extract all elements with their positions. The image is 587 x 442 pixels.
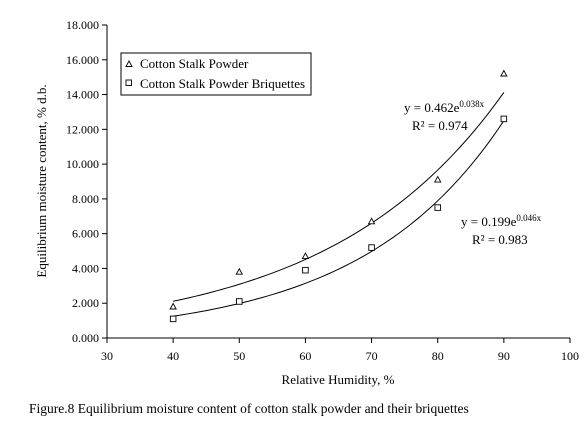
data-point-series-2	[302, 266, 309, 274]
equation-series-2-exponent: 0.046x	[516, 213, 541, 223]
svg-text:y = 0.199e0.046x: y = 0.199e0.046x	[461, 213, 542, 229]
x-tick-label: 40	[167, 349, 179, 363]
equation-series-1: y = 0.462e0.038x R² = 0.974	[404, 99, 485, 133]
y-tick-label: 6.000	[72, 227, 99, 241]
legend-label-series-2: Cotton Stalk Powder Briquettes	[140, 76, 305, 91]
data-point-series-1	[433, 175, 442, 183]
data-point-series-1	[169, 302, 177, 310]
y-tick-label: 4.000	[72, 261, 99, 275]
legend-box	[120, 52, 312, 96]
x-tick-label: 30	[101, 349, 113, 363]
legend: Cotton Stalk Powder Cotton Stalk Powder …	[120, 52, 312, 96]
svg-text:y = 0.462e0.038x: y = 0.462e0.038x	[404, 99, 485, 115]
legend-triangle-marker	[125, 60, 133, 67]
equation-series-2-text: y = 0.199e	[461, 214, 517, 229]
data-point-series-1	[301, 252, 310, 260]
x-tick-label: 50	[233, 349, 245, 363]
x-tick-label: 100	[561, 349, 579, 363]
data-point-series-1	[235, 267, 244, 275]
figure-caption: Figure.8 Equilibrium moisture content of…	[29, 401, 469, 416]
x-axis-ticks: 30 40 50 60 70 80 90 100	[101, 338, 579, 363]
r2-series-1: R² = 0.974	[412, 118, 468, 133]
x-tick-label: 90	[498, 349, 510, 363]
chart: 0.000 2.000 4.000 6.000 8.000 10.000 12.000 14.…	[34, 18, 579, 387]
equation-series-1-exponent: 0.038x	[459, 99, 484, 109]
y-axis-ticks: 0.000 2.000 4.000 6.000 8.000 10.000 12.000 14.…	[66, 18, 107, 345]
y-tick-label: 18.000	[66, 18, 99, 32]
y-tick-label: 10.000	[66, 157, 99, 171]
equation-series-2: y = 0.199e0.046x R² = 0.983	[461, 213, 542, 247]
y-tick-label: 2.000	[72, 296, 99, 310]
trendline-series-2	[173, 120, 505, 317]
data-point-series-1	[500, 69, 508, 77]
x-tick-label: 60	[299, 349, 311, 363]
data-point-series-2	[236, 298, 243, 305]
y-tick-label: 0.000	[72, 331, 99, 345]
legend-square-marker	[125, 79, 132, 86]
y-axis-title: Equilibrium moisture content, % d.b.	[34, 84, 49, 277]
equation-series-1-text: y = 0.462e	[404, 100, 460, 115]
data-point-series-2	[169, 315, 177, 323]
data-point-series-2	[500, 115, 508, 123]
y-tick-label: 12.000	[66, 122, 99, 136]
y-tick-label: 8.000	[72, 192, 99, 206]
x-tick-label: 80	[432, 349, 444, 363]
trendlines	[173, 92, 505, 317]
plot-area	[106, 25, 570, 339]
y-tick-label: 16.000	[66, 53, 99, 67]
data-markers	[169, 69, 508, 323]
data-point-series-2	[368, 244, 375, 251]
r2-series-2: R² = 0.983	[472, 232, 528, 247]
y-tick-label: 14.000	[66, 88, 99, 102]
trendline-series-1	[173, 92, 505, 302]
legend-label-series-1: Cotton Stalk Powder	[140, 56, 249, 71]
x-tick-label: 70	[366, 349, 378, 363]
data-point-series-2	[434, 204, 441, 211]
x-axis-title: Relative Humidity, %	[282, 372, 395, 387]
data-point-series-1	[367, 217, 376, 225]
